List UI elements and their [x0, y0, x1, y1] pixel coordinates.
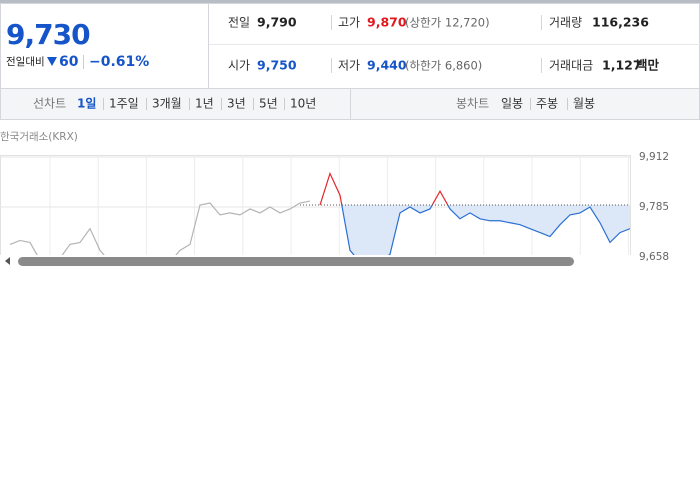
item-label: 시가: [228, 59, 250, 73]
item-label: 거래량: [549, 16, 582, 30]
y-tick-label: 9,658: [639, 251, 669, 263]
tab[interactable]: 1년: [195, 97, 214, 111]
item-value: 9,750: [257, 58, 297, 73]
plot: [0, 156, 630, 255]
tab[interactable]: 10년: [290, 97, 316, 111]
item-value: 116,236: [592, 15, 649, 30]
tab-group-label: 선차트: [33, 97, 66, 111]
change-label: 전일대비: [6, 55, 45, 68]
tab[interactable]: 주봉: [536, 97, 558, 111]
item-note: (상한가 12,720): [405, 16, 490, 30]
item-note: (하한가 6,860): [405, 59, 482, 73]
item-value: 9,440: [367, 58, 407, 73]
change-pct: −0.61%: [89, 54, 149, 70]
scrollbar-thumb[interactable]: [18, 257, 574, 266]
info-panel: [208, 3, 700, 89]
item-label: 저가: [338, 59, 360, 73]
change: 60: [59, 54, 79, 70]
item-label: 거래대금: [549, 59, 593, 73]
y-tick-label: 9,785: [639, 201, 669, 213]
y-tick-label: 9,912: [639, 151, 669, 163]
tab[interactable]: 월봉: [573, 97, 595, 111]
price-panel: [0, 3, 209, 89]
item-value: 9,790: [257, 15, 297, 30]
area: [341, 205, 630, 255]
item-value: 1,127: [602, 58, 642, 73]
item-unit: 백만: [636, 58, 660, 73]
tab[interactable]: 3개월: [152, 97, 182, 111]
item-label: 고가: [338, 16, 360, 30]
tab[interactable]: 일봉: [501, 97, 523, 111]
tab[interactable]: 5년: [259, 97, 278, 111]
top-border: [0, 0, 700, 3]
scroll-left[interactable]: [5, 257, 10, 265]
tab-group-label: 봉차트: [456, 97, 489, 111]
item-label: 전일: [228, 16, 250, 30]
down-icon: [47, 57, 57, 66]
tab[interactable]: 3년: [227, 97, 246, 111]
chart-source: 한국거래소(KRX): [0, 131, 78, 143]
line-below: [320, 205, 630, 255]
item-value: 9,870: [367, 15, 407, 30]
tab[interactable]: 1주일: [109, 97, 139, 111]
line: [9, 200, 311, 255]
price: 9,730: [6, 18, 90, 51]
tab[interactable]: 1일: [77, 97, 96, 111]
